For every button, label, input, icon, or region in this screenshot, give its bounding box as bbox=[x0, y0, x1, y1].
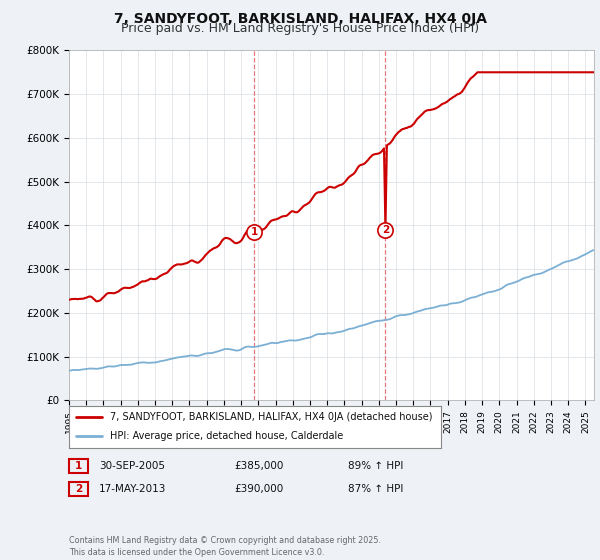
Text: 17-MAY-2013: 17-MAY-2013 bbox=[99, 484, 166, 494]
Text: 7, SANDYFOOT, BARKISLAND, HALIFAX, HX4 0JA: 7, SANDYFOOT, BARKISLAND, HALIFAX, HX4 0… bbox=[113, 12, 487, 26]
Text: 89% ↑ HPI: 89% ↑ HPI bbox=[348, 461, 403, 471]
Text: Contains HM Land Registry data © Crown copyright and database right 2025.
This d: Contains HM Land Registry data © Crown c… bbox=[69, 536, 381, 557]
Text: 1: 1 bbox=[250, 227, 257, 237]
Text: 7, SANDYFOOT, BARKISLAND, HALIFAX, HX4 0JA (detached house): 7, SANDYFOOT, BARKISLAND, HALIFAX, HX4 0… bbox=[110, 412, 433, 422]
Text: 87% ↑ HPI: 87% ↑ HPI bbox=[348, 484, 403, 494]
Text: HPI: Average price, detached house, Calderdale: HPI: Average price, detached house, Cald… bbox=[110, 431, 343, 441]
Text: 2: 2 bbox=[75, 484, 82, 494]
Text: 1: 1 bbox=[75, 461, 82, 471]
Text: £390,000: £390,000 bbox=[234, 484, 283, 494]
Text: £385,000: £385,000 bbox=[234, 461, 283, 471]
Text: 30-SEP-2005: 30-SEP-2005 bbox=[99, 461, 165, 471]
Text: Price paid vs. HM Land Registry's House Price Index (HPI): Price paid vs. HM Land Registry's House … bbox=[121, 22, 479, 35]
Text: 2: 2 bbox=[382, 225, 389, 235]
